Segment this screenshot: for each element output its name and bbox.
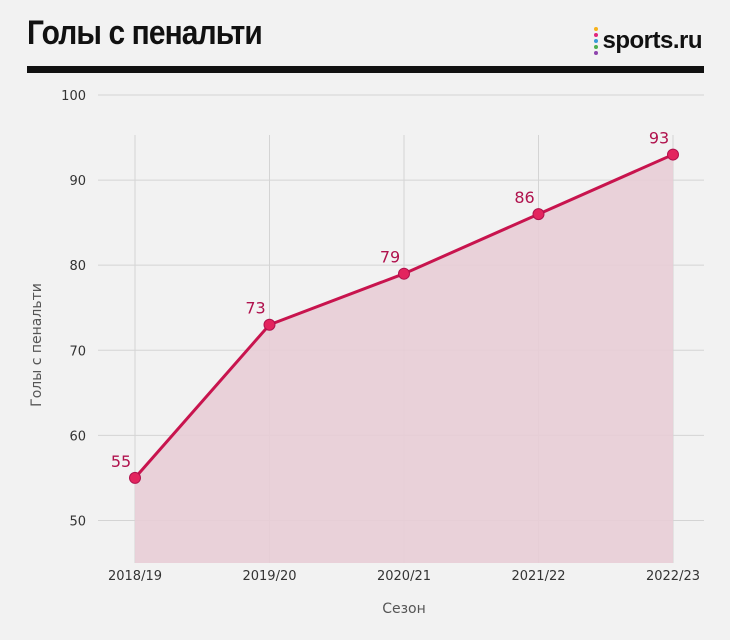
- x-tick-label: 2020/21: [377, 569, 431, 584]
- y-tick-labels: 50 60 70 80 90 100: [61, 89, 86, 529]
- data-point: [129, 471, 141, 484]
- data-point: [667, 148, 679, 161]
- title-divider: [27, 66, 704, 73]
- data-label: 55: [111, 452, 131, 471]
- data-point: [263, 318, 276, 331]
- y-tick-label: 60: [69, 429, 86, 444]
- data-labels: 55 73 79 86 93: [111, 129, 669, 471]
- brand-dot-3: [594, 45, 599, 49]
- brand-dot-4: [594, 51, 599, 55]
- chart-title: Голы с пенальти: [27, 14, 263, 52]
- y-tick-label: 100: [61, 89, 86, 104]
- x-tick-labels: 2018/19 2019/20 2020/21 2021/22 2022/23: [108, 569, 700, 584]
- y-tick-label: 90: [69, 174, 86, 189]
- data-label: 73: [245, 299, 265, 318]
- x-axis-title: Сезон: [382, 601, 426, 617]
- data-label: 79: [380, 248, 400, 267]
- brand-logo: sports.ru: [594, 26, 702, 56]
- data-point: [398, 267, 410, 280]
- y-tick-label: 50: [69, 514, 86, 529]
- brand-dots-icon: [594, 27, 599, 55]
- y-tick-label: 80: [69, 259, 86, 274]
- brand-dot-2: [594, 39, 599, 43]
- x-tick-label: 2018/19: [108, 569, 162, 584]
- brand-dot-0: [594, 27, 599, 31]
- brand-dot-1: [594, 33, 599, 37]
- area-fill: [135, 154, 673, 563]
- x-tick-label: 2022/23: [646, 569, 700, 584]
- data-point: [532, 208, 545, 221]
- x-tick-label: 2021/22: [511, 569, 565, 584]
- data-label: 93: [649, 129, 669, 148]
- data-points: [129, 148, 679, 484]
- x-tick-label: 2019/20: [242, 569, 296, 584]
- brand-name: sports.ru: [602, 27, 702, 54]
- data-label: 86: [514, 188, 534, 207]
- area-polygon: [135, 154, 673, 563]
- y-tick-label: 70: [69, 344, 86, 359]
- y-axis-title: Голы с пенальти: [29, 283, 45, 407]
